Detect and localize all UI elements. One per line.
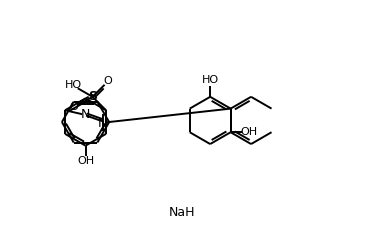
Text: N: N xyxy=(81,108,90,121)
Text: NaH: NaH xyxy=(169,206,195,219)
Text: S: S xyxy=(88,90,97,103)
Text: HO: HO xyxy=(65,80,82,90)
Text: HO: HO xyxy=(202,75,219,85)
Text: OH: OH xyxy=(240,127,257,137)
Text: O: O xyxy=(103,76,112,86)
Text: O: O xyxy=(69,102,78,112)
Text: OH: OH xyxy=(77,156,94,166)
Text: N: N xyxy=(98,117,107,130)
